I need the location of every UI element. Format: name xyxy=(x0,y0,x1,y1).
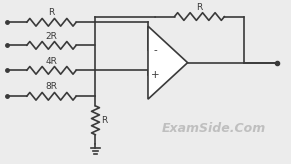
Text: -: - xyxy=(153,45,157,55)
Polygon shape xyxy=(148,26,188,99)
Text: R: R xyxy=(196,3,203,12)
Text: R: R xyxy=(102,116,108,125)
Text: 2R: 2R xyxy=(45,31,57,41)
Text: 8R: 8R xyxy=(45,82,57,92)
Text: 4R: 4R xyxy=(45,57,57,66)
Text: ExamSide.Com: ExamSide.Com xyxy=(162,122,267,134)
Text: R: R xyxy=(48,9,54,18)
Text: +: + xyxy=(151,70,159,80)
